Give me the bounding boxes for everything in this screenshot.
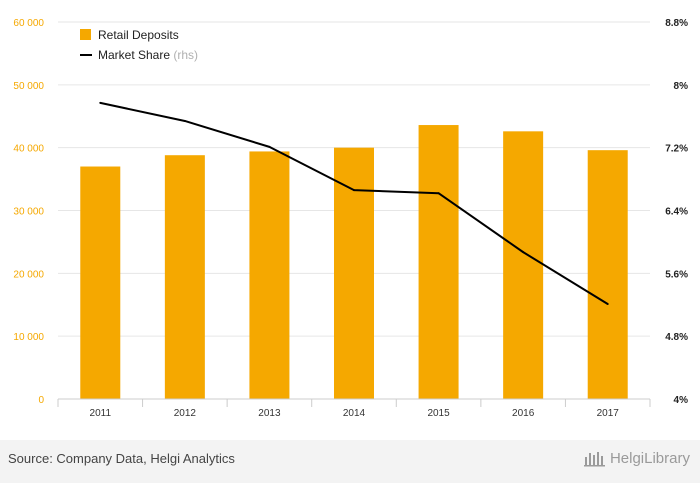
helgi-library-logo-icon xyxy=(583,452,605,467)
bar-retail-deposits xyxy=(249,151,290,399)
point-market-share xyxy=(437,192,440,195)
axes: 0 10 000 20 000 30 000 40 000 50 000 60 000 4% 4… xyxy=(13,18,688,419)
bar-retail-deposits xyxy=(80,166,121,399)
bar-retail-deposits xyxy=(334,147,374,399)
chart: 0 10 000 20 000 30 000 40 000 50 000 60 000 4% 4… xyxy=(13,18,688,419)
x-tick-label: 2013 xyxy=(258,408,281,419)
y-right-tick-label: 5.6% xyxy=(665,269,688,280)
x-tick-label: 2011 xyxy=(90,408,112,419)
y-right-tick-label: 8.8% xyxy=(665,18,688,29)
x-tick-label: 2017 xyxy=(597,408,620,419)
y-left-tick-label: 20 000 xyxy=(13,269,44,280)
y-left-tick-label: 30 000 xyxy=(13,207,44,218)
bar-retail-deposits xyxy=(503,131,544,399)
x-tick-label: 2015 xyxy=(427,408,450,419)
point-market-share xyxy=(183,119,186,122)
y-right-tick-label: 4% xyxy=(674,395,689,406)
bar-retail-deposits xyxy=(587,150,628,399)
legend-suffix-rhs: (rhs) xyxy=(173,48,198,62)
legend-label-market-share: Market Share (rhs) xyxy=(98,48,198,62)
bar-series-retail-deposits xyxy=(80,125,628,400)
y-left-tick-label: 10 000 xyxy=(13,332,44,343)
y-left-tick-label: 50 000 xyxy=(13,81,44,92)
footer: Source: Company Data, Helgi Analytics He… xyxy=(0,440,700,483)
y-left-tick-label: 60 000 xyxy=(13,18,44,29)
y-right-tick-label: 7.2% xyxy=(665,144,688,155)
point-market-share xyxy=(268,145,271,148)
y-right-tick-label: 8% xyxy=(674,81,689,92)
y-right-tick-label: 4.8% xyxy=(665,332,688,343)
y-left-tick-label: 40 000 xyxy=(13,144,44,155)
y-left-tick-label: 0 xyxy=(38,395,44,406)
x-tick-label: 2016 xyxy=(512,408,535,419)
bar-retail-deposits xyxy=(164,155,205,399)
source-note: Source: Company Data, Helgi Analytics xyxy=(8,451,235,466)
x-tick-label: 2014 xyxy=(343,408,366,419)
legend: Retail Deposits Market Share (rhs) xyxy=(80,28,198,62)
bar-retail-deposits xyxy=(418,125,459,400)
logo-text: HelgiLibrary xyxy=(609,449,690,467)
legend-swatch-retail-deposits xyxy=(80,29,91,40)
legend-label-retail-deposits: Retail Deposits xyxy=(98,28,179,42)
x-tick-label: 2012 xyxy=(174,408,197,419)
point-market-share xyxy=(522,251,525,254)
point-market-share xyxy=(606,302,609,305)
point-market-share xyxy=(353,189,355,192)
point-market-share xyxy=(99,101,102,104)
line-series-market-share xyxy=(99,101,609,305)
helgi-library-logo[interactable]: HelgiLibrary xyxy=(583,449,690,467)
y-right-tick-label: 6.4% xyxy=(665,207,688,218)
